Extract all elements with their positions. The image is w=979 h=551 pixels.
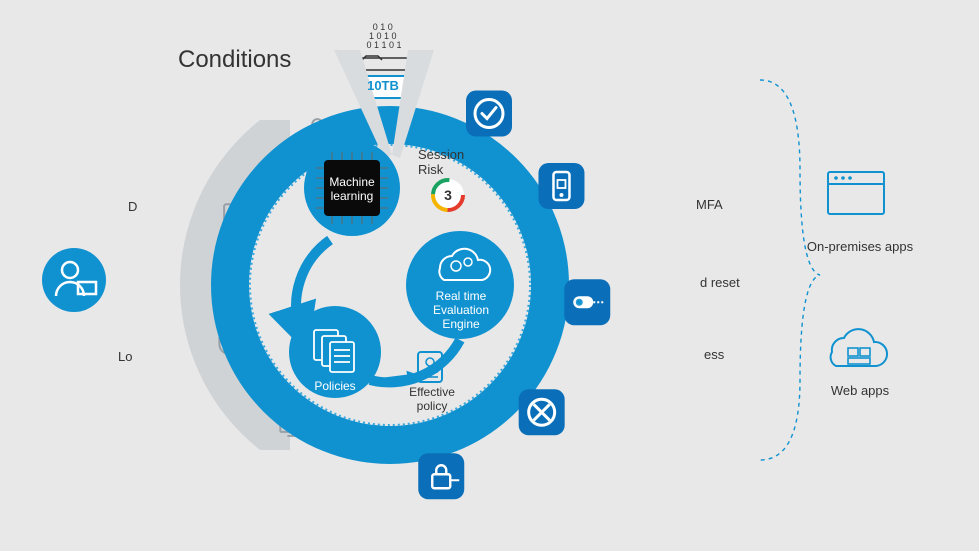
- diagram-root: Conditions 0 1 0 1 0 1 0 0 1 1 0 1: [0, 0, 979, 551]
- webapps-label: Web apps: [800, 384, 920, 399]
- webapps-icon: [0, 0, 979, 551]
